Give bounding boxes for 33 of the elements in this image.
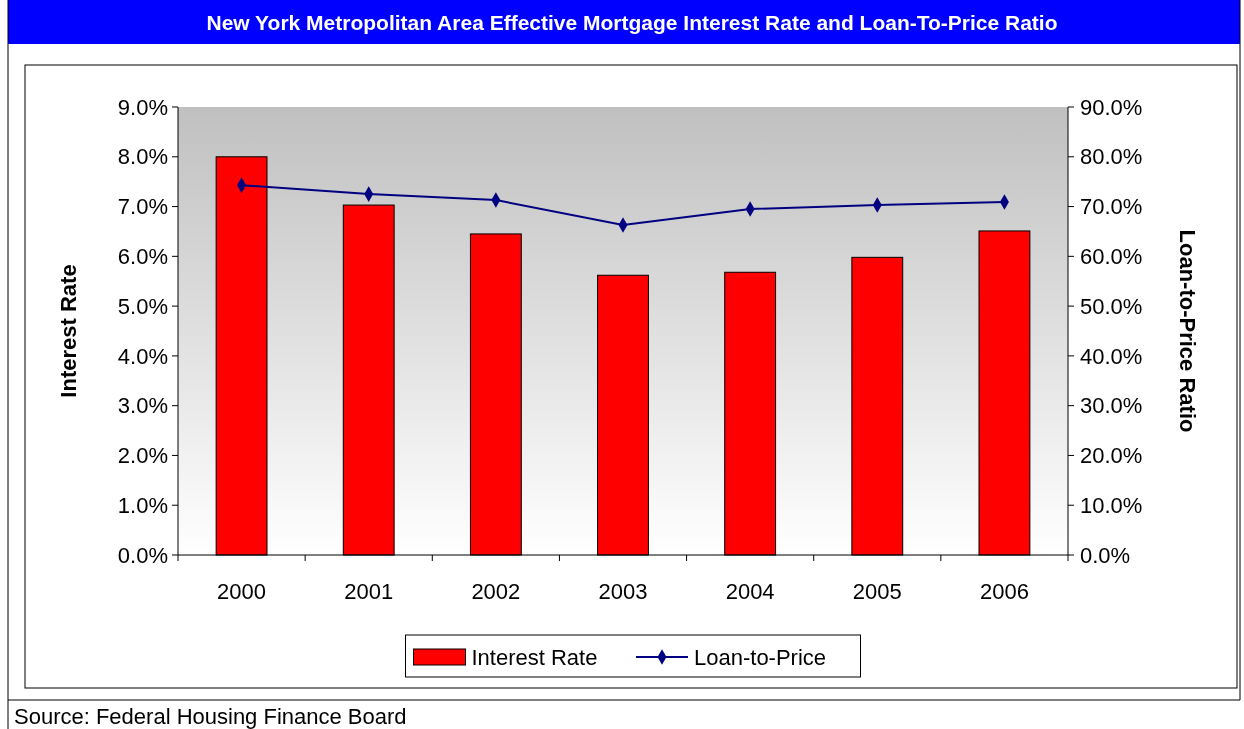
x-tick-label: 2002 bbox=[471, 579, 521, 604]
y2-tick-label: 0.0% bbox=[1080, 542, 1131, 568]
legend-label: Interest Rate bbox=[471, 644, 598, 670]
y-tick-label: 6.0% bbox=[117, 244, 168, 270]
y-tick-label: 2.0% bbox=[117, 443, 168, 469]
y2-tick-label: 20.0% bbox=[1080, 443, 1143, 469]
legend-label: Loan-to-Price bbox=[694, 644, 827, 670]
y2-tick-label: 90.0% bbox=[1080, 94, 1143, 120]
y2-axis-title: Loan-to-Price Ratio bbox=[1175, 229, 1200, 433]
chart-title: New York Metropolitan Area Effective Mortgage Interest Rate and Loan-To-Price Ratio bbox=[206, 11, 1058, 34]
x-tick-label: 2003 bbox=[598, 579, 648, 604]
y-tick-label: 7.0% bbox=[117, 194, 168, 220]
y2-tick-label: 70.0% bbox=[1080, 194, 1143, 220]
y2-tick-label: 40.0% bbox=[1080, 343, 1143, 369]
source-note: Source: Federal Housing Finance Board bbox=[14, 704, 407, 729]
y-tick-label: 3.0% bbox=[117, 393, 168, 419]
y2-tick-label: 80.0% bbox=[1080, 144, 1143, 170]
y2-tick-label: 50.0% bbox=[1080, 293, 1143, 319]
x-tick-label: 2005 bbox=[852, 579, 902, 604]
y-tick-label: 0.0% bbox=[117, 542, 168, 568]
y-tick-label: 5.0% bbox=[117, 293, 168, 319]
y-tick-label: 9.0% bbox=[117, 94, 168, 120]
y-axis-title: Interest Rate bbox=[56, 264, 81, 398]
y-tick-label: 8.0% bbox=[117, 144, 168, 170]
y2-tick-label: 30.0% bbox=[1080, 393, 1143, 419]
x-tick-label: 2000 bbox=[217, 579, 267, 604]
y2-tick-label: 10.0% bbox=[1080, 492, 1143, 518]
x-tick-label: 2004 bbox=[725, 579, 775, 604]
y-tick-label: 1.0% bbox=[117, 492, 168, 518]
y2-tick-label: 60.0% bbox=[1080, 244, 1143, 270]
y-tick-label: 4.0% bbox=[117, 343, 168, 369]
x-tick-label: 2001 bbox=[344, 579, 394, 604]
x-tick-label: 2006 bbox=[979, 579, 1029, 604]
